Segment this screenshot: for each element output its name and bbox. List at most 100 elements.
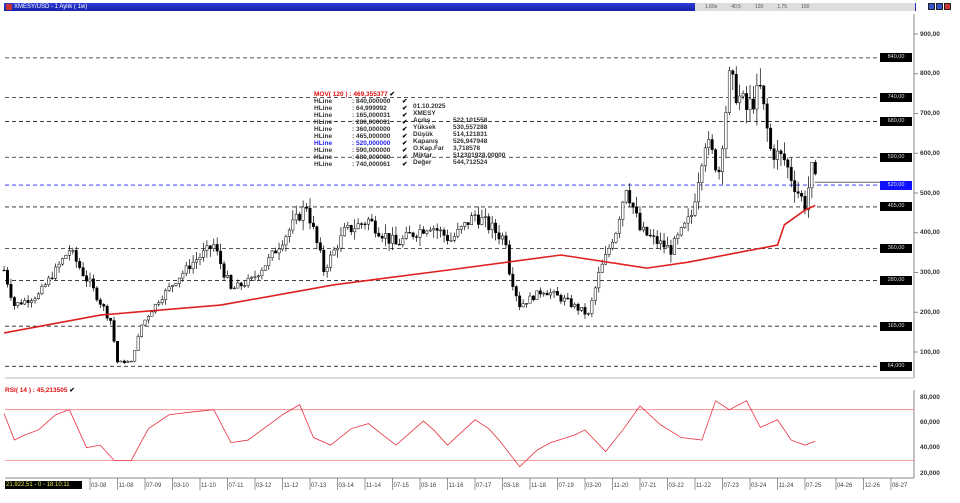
check-icon[interactable]: ✔ bbox=[402, 98, 408, 105]
candle bbox=[391, 234, 394, 244]
candle bbox=[195, 259, 199, 263]
check-icon[interactable]: ✔ bbox=[402, 154, 408, 161]
check-icon[interactable]: ✔ bbox=[402, 112, 408, 119]
close-button[interactable] bbox=[944, 3, 951, 10]
candle bbox=[576, 303, 580, 311]
check-icon[interactable]: ✔ bbox=[402, 140, 408, 147]
hline-legend-item: HLine: 165,000031 ✔ bbox=[314, 112, 408, 119]
time-tick-label: 11-22 bbox=[696, 483, 711, 489]
candle bbox=[380, 235, 384, 239]
candle bbox=[109, 317, 113, 321]
check-icon[interactable]: ✔ bbox=[402, 133, 408, 140]
check-icon[interactable]: ✔ bbox=[402, 161, 408, 168]
candle bbox=[67, 250, 71, 256]
candle bbox=[61, 258, 64, 265]
info-row: Değer 544,712524 bbox=[413, 159, 488, 166]
candle bbox=[666, 245, 669, 248]
time-tick-label: 08-27 bbox=[891, 483, 908, 489]
time-tick-label: 11-24 bbox=[778, 483, 794, 489]
indicator-legend: MOV( 120 ) : 469,355377 ✔ HLine: 840,000… bbox=[314, 91, 408, 168]
candle bbox=[741, 93, 745, 97]
candle bbox=[662, 240, 666, 248]
hline-price-label: 680,00 bbox=[880, 116, 912, 126]
check-icon[interactable]: ✔ bbox=[69, 387, 75, 394]
rsi-tick-label: 20,000 bbox=[920, 469, 940, 477]
candle bbox=[638, 212, 642, 231]
time-tick-label: 07-13 bbox=[311, 483, 327, 489]
hline-price-label: 465,00 bbox=[880, 202, 912, 212]
candle bbox=[287, 229, 291, 237]
chart-toolbar[interactable]: 1,60s 40,5 120 1,75 150 bbox=[695, 3, 915, 11]
candle bbox=[112, 320, 116, 342]
maximize-button[interactable] bbox=[936, 3, 943, 10]
candle bbox=[54, 266, 58, 279]
candle bbox=[803, 196, 807, 211]
check-icon[interactable]: ✔ bbox=[402, 105, 408, 112]
candle bbox=[806, 187, 810, 211]
candle bbox=[762, 85, 766, 105]
candle bbox=[614, 233, 618, 243]
toolbar-value[interactable]: 40,5 bbox=[731, 4, 741, 10]
check-icon[interactable]: ✔ bbox=[389, 91, 395, 98]
candle bbox=[160, 299, 164, 304]
candle bbox=[435, 228, 439, 231]
candle bbox=[363, 223, 367, 225]
candle bbox=[669, 245, 673, 255]
candle bbox=[731, 70, 735, 75]
time-tick-label: 11-20 bbox=[613, 483, 629, 489]
info-row: Açılış 522,101558 bbox=[413, 117, 488, 124]
hline-legend-item: HLine: 360,000000 ✔ bbox=[314, 126, 408, 133]
candle bbox=[318, 242, 322, 251]
candle bbox=[43, 284, 47, 287]
candle bbox=[40, 286, 44, 295]
candle bbox=[476, 214, 480, 225]
candle bbox=[349, 225, 353, 233]
hline-legend-item: HLine: 590,000000 ✔ bbox=[314, 147, 408, 154]
hline-price-label: 280,00 bbox=[880, 275, 912, 285]
candle bbox=[717, 169, 721, 173]
candle bbox=[745, 93, 749, 110]
time-tick-label: 11-14 bbox=[366, 483, 381, 489]
hline-price-label: 165,00 bbox=[880, 321, 912, 331]
price-tick-label: 400,00 bbox=[920, 229, 940, 237]
candle bbox=[459, 226, 463, 230]
candle bbox=[270, 250, 274, 258]
candle bbox=[703, 147, 707, 167]
toolbar-value[interactable]: 1,75 bbox=[777, 4, 788, 10]
candle bbox=[305, 206, 309, 209]
price-tick-label: 600,00 bbox=[920, 149, 940, 157]
candle bbox=[573, 303, 577, 307]
candle bbox=[232, 287, 236, 290]
toolbar-value[interactable]: 150 bbox=[801, 4, 810, 10]
time-tick-label: 07-15 bbox=[393, 483, 409, 489]
candle bbox=[260, 270, 264, 277]
price-tick-label: 200,00 bbox=[920, 308, 940, 316]
candle bbox=[377, 232, 381, 237]
candle bbox=[171, 285, 174, 287]
window-title-bar[interactable]: XMESY/USD - 1 Aylık ( 1w) bbox=[4, 3, 916, 11]
candle bbox=[470, 215, 474, 225]
info-row: Düşük 514,121831 bbox=[413, 131, 488, 138]
candle bbox=[569, 298, 573, 307]
candle bbox=[504, 235, 508, 246]
candle bbox=[535, 290, 539, 301]
time-tick-label: 11-08 bbox=[118, 483, 134, 489]
candle bbox=[36, 293, 40, 299]
candle bbox=[81, 267, 85, 277]
check-icon[interactable]: ✔ bbox=[402, 119, 408, 126]
minimize-button[interactable] bbox=[928, 3, 935, 10]
candle bbox=[229, 275, 233, 289]
rsi-tick-label: 80,000 bbox=[920, 393, 940, 401]
candle bbox=[672, 238, 676, 255]
toolbar-value[interactable]: 1,60s bbox=[705, 4, 718, 10]
check-icon[interactable]: ✔ bbox=[402, 147, 408, 154]
check-icon[interactable]: ✔ bbox=[402, 126, 408, 133]
price-tick-label: 500,00 bbox=[920, 189, 940, 197]
time-tick-label: 03-18 bbox=[503, 483, 519, 489]
toolbar-value[interactable]: 120 bbox=[754, 4, 764, 10]
candle bbox=[456, 229, 460, 237]
candle bbox=[26, 300, 30, 303]
candle bbox=[507, 244, 511, 275]
rsi-line bbox=[3, 400, 816, 468]
